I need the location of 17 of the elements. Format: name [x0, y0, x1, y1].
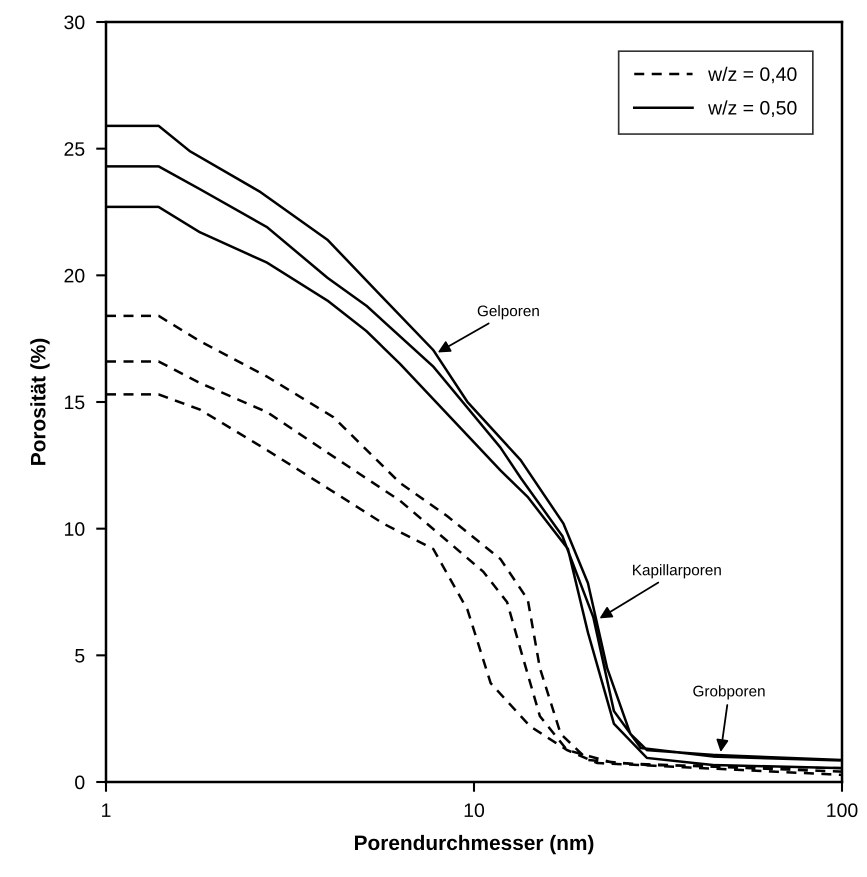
y-tick-label: 5	[75, 649, 84, 663]
x-tick-label: 10	[464, 803, 484, 818]
y-tick-label: 30	[64, 15, 84, 30]
y-tick-label: 10	[65, 522, 84, 536]
x-axis-title: Porendurchmesser (nm)	[354, 834, 594, 854]
x-tick-label: 1	[102, 804, 110, 817]
y-tick-label: 0	[75, 775, 84, 790]
y-tick-label: 20	[64, 268, 84, 283]
y-axis-title: Porosität (%)	[30, 338, 50, 465]
legend-label: w/z = 0,40	[708, 66, 797, 84]
annotation: Gelporen	[478, 305, 539, 320]
x-tick-label: 100	[827, 803, 858, 818]
y-tick-label: 15	[65, 396, 84, 410]
annotation: Grobporen	[693, 685, 765, 700]
annotation: Kapillarporen	[633, 564, 721, 578]
y-tick-label: 25	[64, 142, 84, 156]
legend-label: w/z = 0,50	[708, 100, 797, 117]
